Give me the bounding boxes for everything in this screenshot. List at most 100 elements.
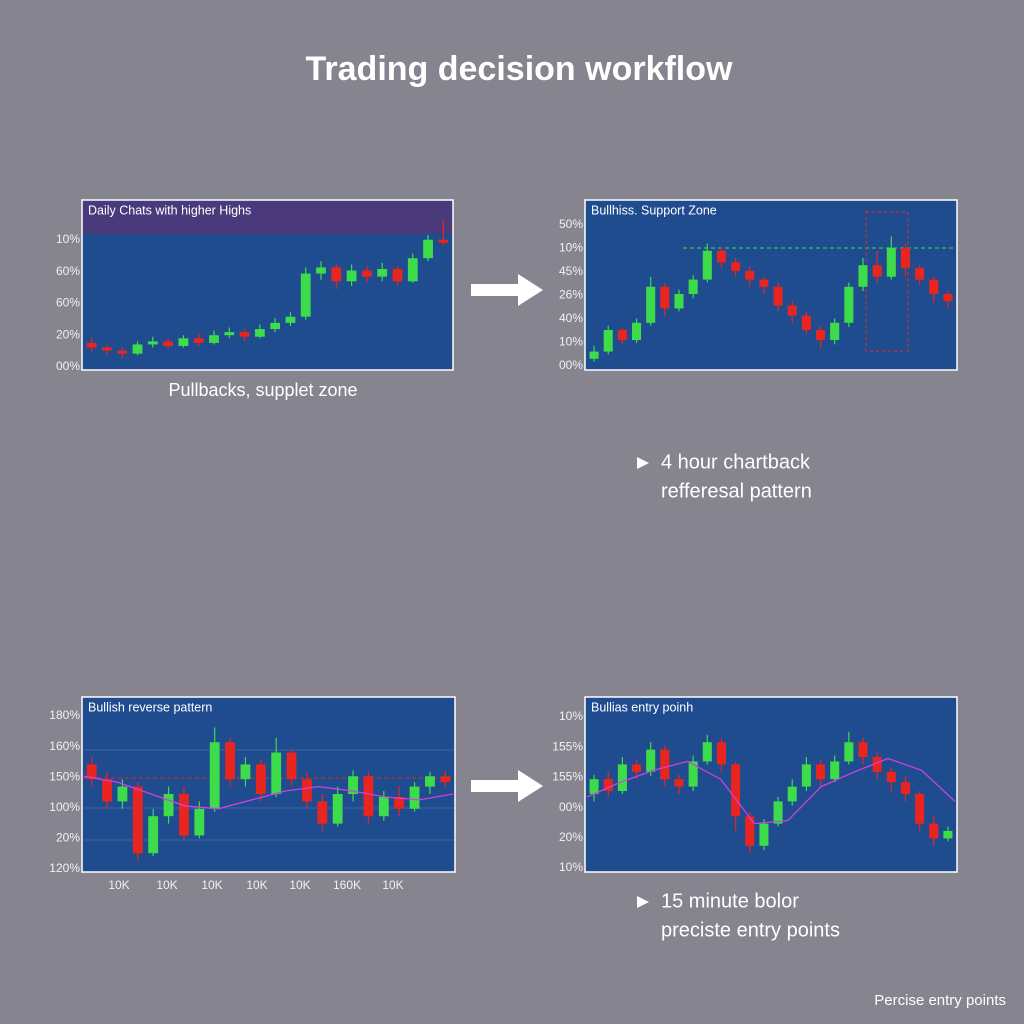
panel-title: Bullias entry poinh xyxy=(591,700,693,714)
candle-body xyxy=(787,786,797,802)
candle-body xyxy=(886,771,896,783)
axis-label: 180% xyxy=(49,708,80,722)
candle-body xyxy=(193,338,204,343)
candle-body xyxy=(239,332,250,337)
candle-body xyxy=(224,332,235,336)
candle-body xyxy=(603,779,613,792)
highlight-box xyxy=(865,211,909,352)
panel-caption: Pullbacks, supplet zone xyxy=(168,380,357,400)
candle-body xyxy=(438,239,449,243)
axis-label: 00% xyxy=(559,800,583,814)
candle-body xyxy=(745,270,755,280)
candle-body xyxy=(702,742,712,762)
axis-label: 155% xyxy=(552,770,583,784)
candle-body xyxy=(270,322,281,330)
candle-body xyxy=(716,250,726,263)
candle-body xyxy=(872,757,882,772)
candle-body xyxy=(632,764,642,772)
axis-label: 160% xyxy=(49,739,80,753)
candle-body xyxy=(943,294,953,302)
candle-body xyxy=(929,823,939,839)
candle-body xyxy=(163,341,173,346)
candle-body xyxy=(943,831,953,839)
candle-body xyxy=(816,764,826,780)
panel-title: Daily Chats with higher Highs xyxy=(88,203,251,217)
axis-label: 00% xyxy=(56,359,80,373)
axis-label: 150% xyxy=(49,769,80,783)
candle-body xyxy=(362,270,372,277)
footer: Percise entry points xyxy=(874,992,1006,1009)
candle-body xyxy=(225,742,235,780)
axis-label: 40% xyxy=(559,311,583,325)
candle-body xyxy=(394,796,405,809)
candle-body xyxy=(409,786,420,809)
candle-body xyxy=(117,350,128,354)
candle-body xyxy=(858,265,868,287)
candle-body xyxy=(617,764,627,792)
candle-body xyxy=(844,742,854,762)
candle-body xyxy=(646,749,656,772)
candle-body xyxy=(830,761,840,780)
panel-title: Bullish reverse pattern xyxy=(88,700,212,714)
candle-body xyxy=(363,776,374,817)
axis-label: 10% xyxy=(559,241,583,255)
candle-body xyxy=(423,239,433,259)
axis-label: 155% xyxy=(552,739,583,753)
x-label: 10K xyxy=(246,878,267,892)
candle-body xyxy=(830,322,840,341)
candle-body xyxy=(632,322,642,341)
axis-label: 60% xyxy=(56,296,80,310)
panel xyxy=(81,696,456,873)
candle-body xyxy=(900,247,910,269)
panel xyxy=(584,199,958,371)
x-label: 160K xyxy=(333,878,361,892)
candle-body xyxy=(787,305,797,316)
page-title: Trading decision workflow xyxy=(306,50,733,88)
candle-body xyxy=(886,247,896,277)
candle-body xyxy=(286,752,297,780)
candle-body xyxy=(300,273,311,317)
axis-label: 10% xyxy=(559,709,583,723)
candle-body xyxy=(377,268,388,277)
axis-label: 120% xyxy=(49,861,80,875)
candle-body xyxy=(178,338,189,346)
candle-body xyxy=(132,344,143,354)
candle-body xyxy=(660,749,670,780)
candle-body xyxy=(316,267,326,274)
candle-body xyxy=(773,286,783,306)
note-line: 15 minute bolor xyxy=(661,890,799,912)
candle-body xyxy=(745,816,755,846)
candle-body xyxy=(915,794,925,824)
candle-body xyxy=(688,279,698,294)
axis-label: 00% xyxy=(559,358,583,372)
candle-body xyxy=(872,265,882,277)
candle-body xyxy=(702,250,712,280)
candle-body xyxy=(302,779,312,802)
candle-body xyxy=(674,779,684,787)
candle-body xyxy=(332,794,343,824)
candle-body xyxy=(117,786,128,802)
candle-body xyxy=(844,286,854,323)
candle-body xyxy=(209,742,220,809)
candle-body xyxy=(148,816,159,854)
candle-body xyxy=(102,347,112,351)
candle-body xyxy=(801,764,811,787)
candle-body xyxy=(915,268,925,280)
bullet xyxy=(637,457,649,469)
candle-body xyxy=(617,330,627,341)
bullet xyxy=(637,896,649,908)
candle-body xyxy=(102,779,112,802)
arrow xyxy=(471,274,543,306)
candle-body xyxy=(271,752,282,794)
candle-body xyxy=(346,270,357,282)
candle-body xyxy=(589,351,599,359)
axis-label: 60% xyxy=(56,264,80,278)
candle-body xyxy=(285,316,296,323)
candle-body xyxy=(816,330,826,341)
x-label: 10K xyxy=(289,878,310,892)
candle-body xyxy=(731,764,741,817)
candle-body xyxy=(425,776,435,787)
candle-body xyxy=(240,764,251,780)
candle-body xyxy=(759,823,769,846)
candle-body xyxy=(132,786,143,854)
